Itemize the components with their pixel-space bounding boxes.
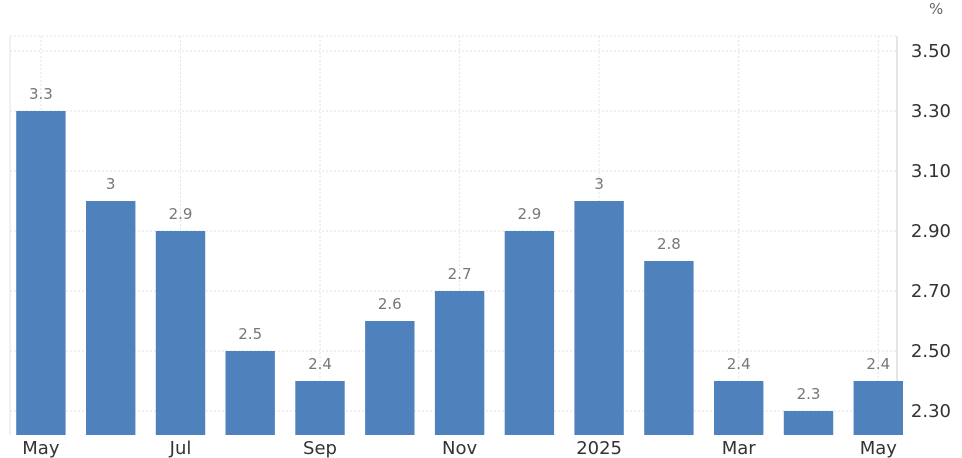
y-tick-label: 3.30: [911, 101, 951, 122]
y-axis: 2.30 2.50 2.70 2.90 3.10 3.30 3.50: [911, 41, 951, 422]
bar-data-label: 3.3: [29, 85, 53, 103]
bar: [155, 231, 206, 435]
bar: [853, 381, 903, 435]
bar-data-label: 3: [594, 175, 604, 193]
bar-data-label: 2.9: [517, 205, 541, 223]
data-labels: 3.3 3 2.9 2.5 2.4 2.6 2.7 2.9 3 2.8 2.4 2.3 2.4: [29, 85, 890, 403]
bar: [434, 291, 485, 435]
bar: [295, 381, 345, 435]
x-tick-label: May: [22, 438, 60, 458]
bar-data-label: 3: [106, 175, 116, 193]
x-tick-label: 2025: [576, 438, 622, 458]
x-tick-label: Sep: [303, 438, 337, 458]
bar-data-label: 2.4: [727, 355, 751, 373]
bar-data-label: 2.6: [378, 295, 402, 313]
x-tick-label: Nov: [442, 438, 477, 458]
bar-data-label: 2.5: [238, 325, 262, 343]
y-tick-label: 2.30: [911, 401, 951, 422]
x-tick-label: May: [860, 438, 898, 458]
bar: [86, 201, 136, 435]
bar-data-label: 2.3: [797, 385, 821, 403]
bar-data-label: 2.7: [448, 265, 472, 283]
bar: [574, 201, 624, 435]
bar-series: [16, 111, 903, 435]
bar: [504, 231, 555, 435]
bar-data-label: 2.4: [308, 355, 332, 373]
bar: [714, 381, 764, 435]
y-tick-label: 2.50: [911, 341, 951, 362]
x-axis: May Jul Sep Nov 2025 Mar May: [22, 438, 897, 458]
y-tick-label: 3.50: [911, 41, 951, 62]
x-tick-label: Jul: [169, 438, 192, 458]
bar-data-label: 2.8: [657, 235, 681, 253]
bar: [365, 321, 415, 435]
bar-data-label: 2.4: [866, 355, 890, 373]
bar: [644, 261, 694, 435]
bar: [225, 351, 275, 435]
x-tick-label: Mar: [722, 438, 757, 458]
y-tick-label: 2.70: [911, 281, 951, 302]
bar: [16, 111, 66, 435]
y-axis-unit-label: %: [929, 0, 944, 18]
y-tick-label: 2.90: [911, 221, 951, 242]
bar: [783, 411, 834, 435]
y-tick-label: 3.10: [911, 161, 951, 182]
bar-data-label: 2.9: [169, 205, 193, 223]
